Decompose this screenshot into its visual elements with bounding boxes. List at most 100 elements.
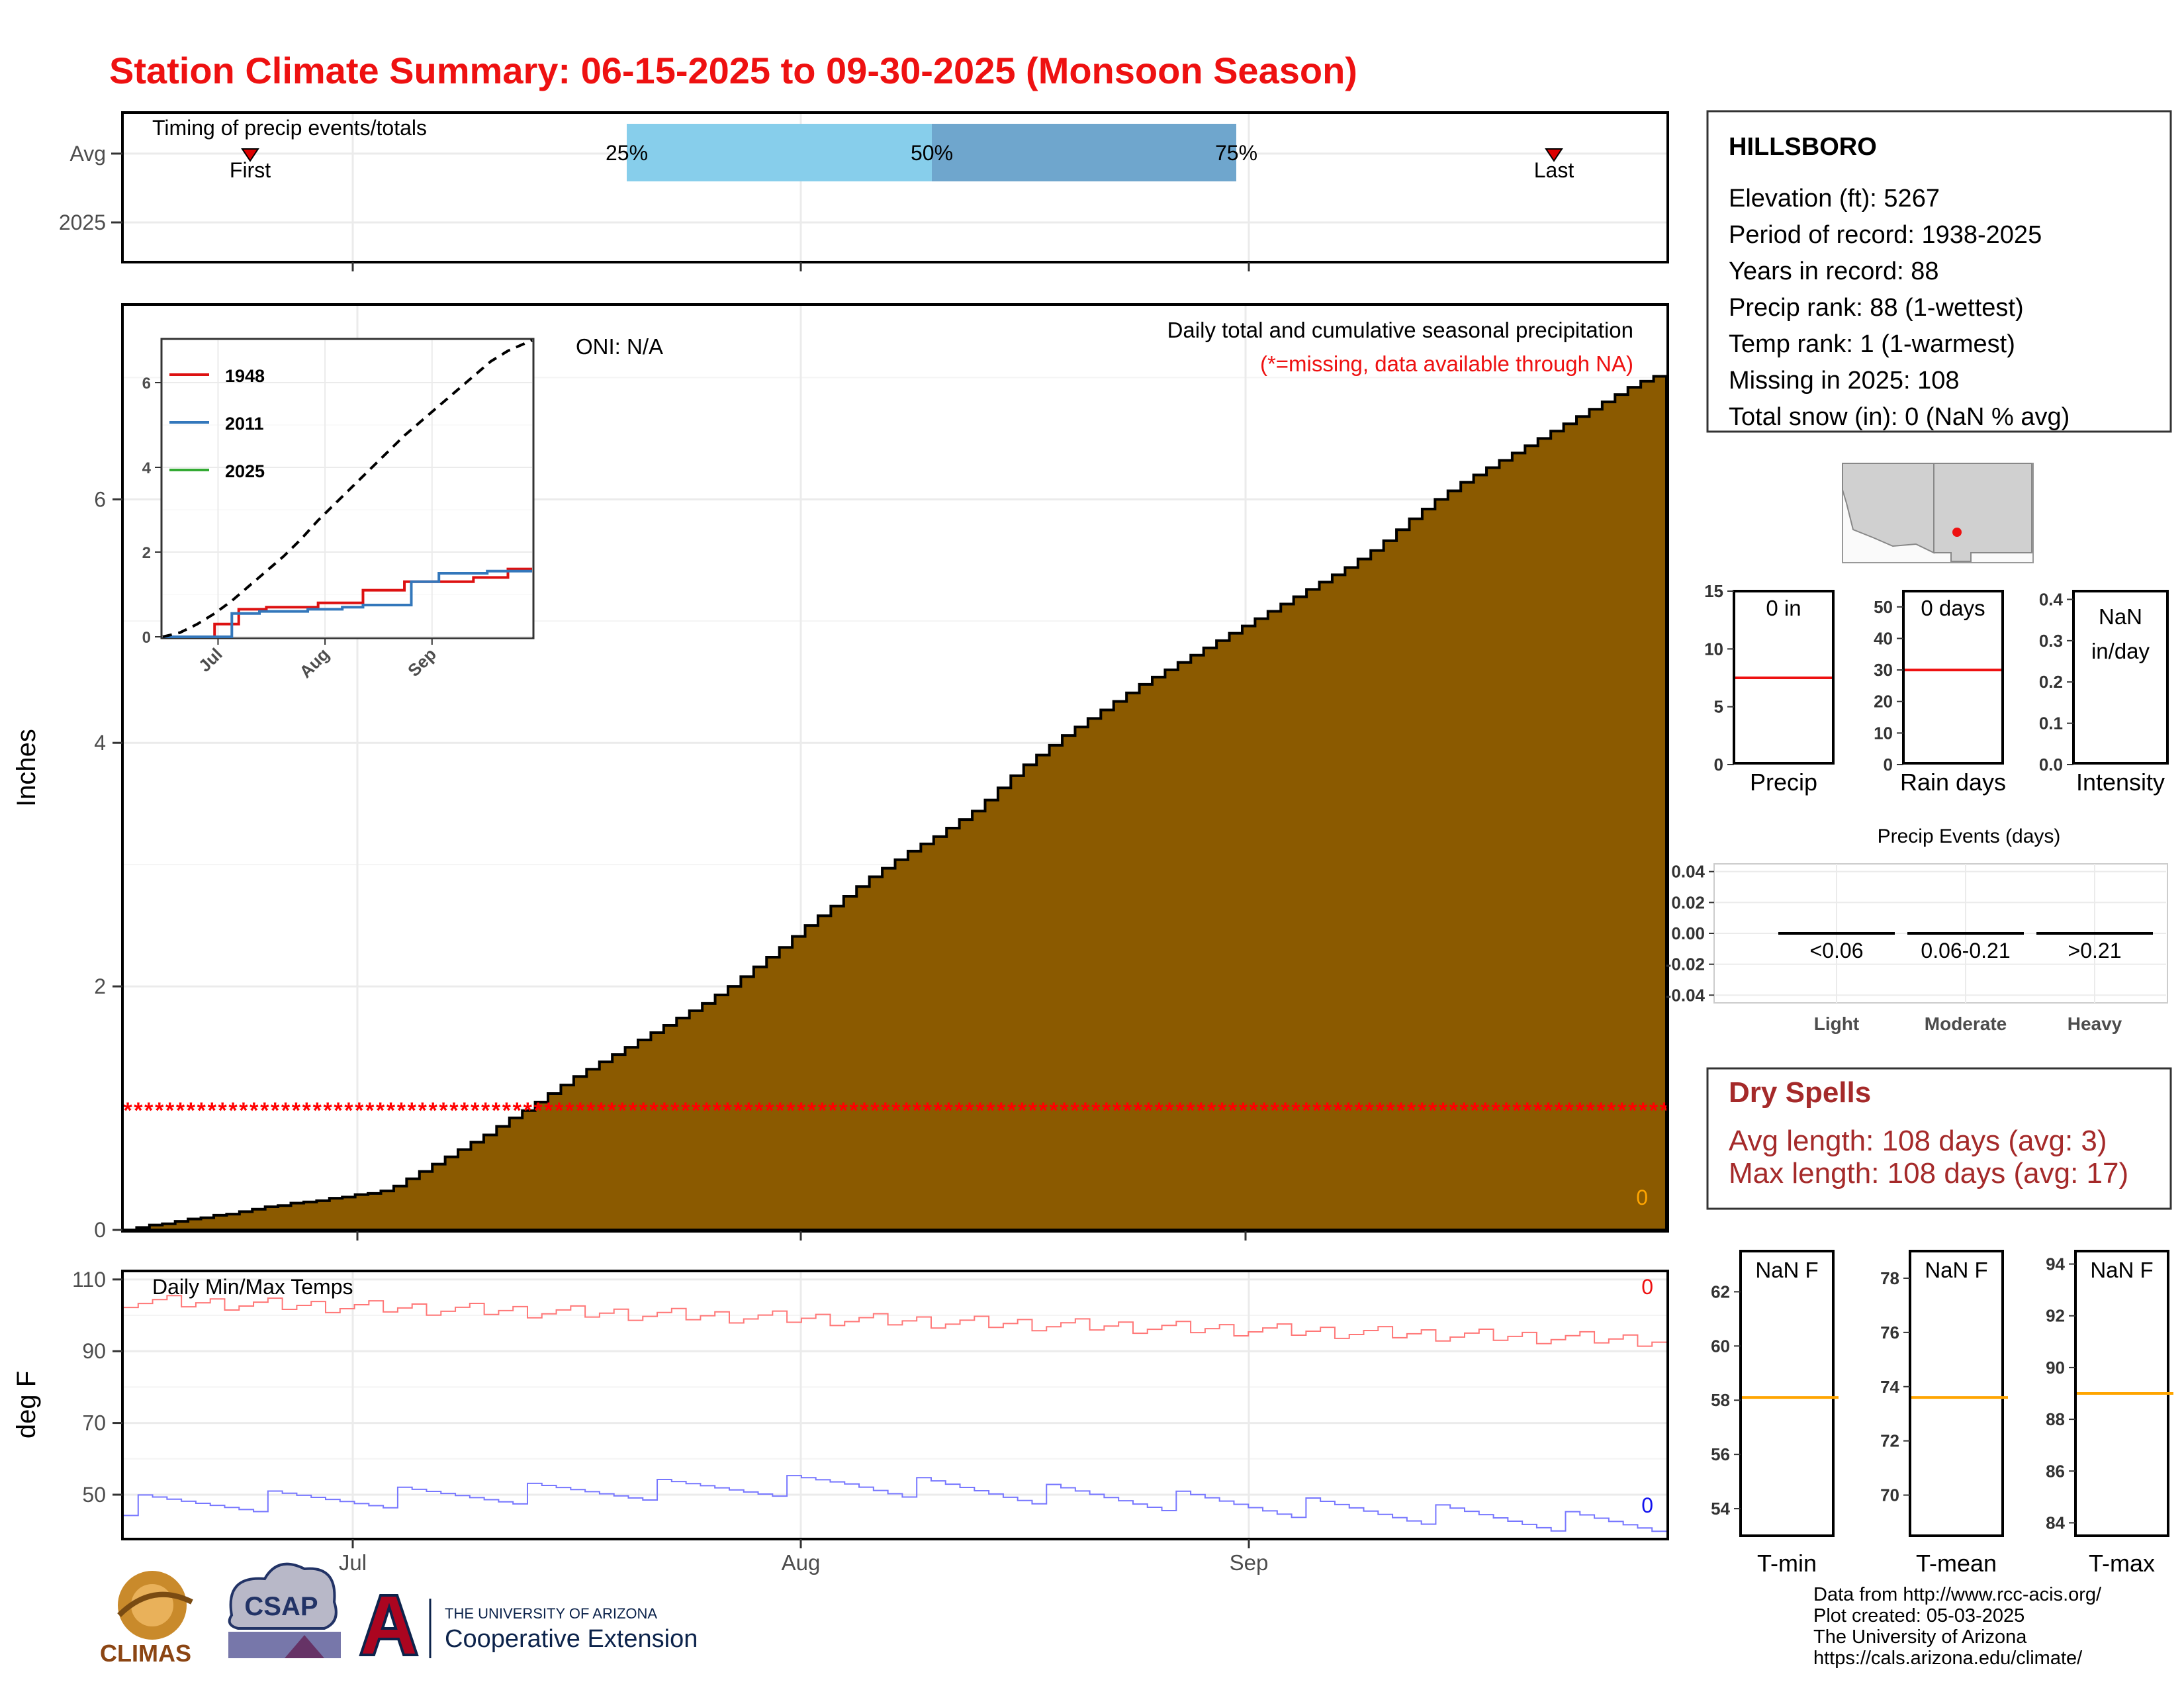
pct-50-label: 50% bbox=[911, 141, 953, 165]
station-line: Total snow (in): 0 (NaN % avg) bbox=[1729, 403, 2070, 431]
missing-star: * bbox=[1386, 1098, 1395, 1123]
missing-star: * bbox=[1270, 1098, 1279, 1123]
missing-star: * bbox=[1239, 1098, 1248, 1123]
missing-star: * bbox=[1576, 1098, 1585, 1123]
raindays-summary-box bbox=[1902, 590, 2004, 765]
missing-star: * bbox=[144, 1098, 154, 1123]
missing-star: * bbox=[597, 1098, 606, 1123]
missing-star: * bbox=[776, 1098, 785, 1123]
missing-star: * bbox=[334, 1098, 343, 1123]
summary-y-tick-label: 40 bbox=[1874, 628, 1893, 648]
missing-star: * bbox=[1617, 1098, 1627, 1123]
precip-events-panel: Precip Events (days) -0.04 -0.02 0.00 0.02 0… bbox=[1666, 825, 2168, 1034]
temp-y-tick-label: 70 bbox=[82, 1411, 106, 1435]
missing-star: * bbox=[1428, 1098, 1437, 1123]
missing-star: * bbox=[1586, 1098, 1595, 1123]
temp-grid bbox=[124, 1272, 1666, 1538]
temp-y-axis: 50 70 90 110 bbox=[72, 1268, 122, 1507]
missing-star: * bbox=[533, 1098, 543, 1123]
missing-star: * bbox=[881, 1098, 890, 1123]
missing-star: * bbox=[1260, 1098, 1269, 1123]
csap-text: CSAP bbox=[244, 1592, 318, 1621]
precip-note: Daily total and cumulative seasonal prec… bbox=[1167, 318, 1633, 342]
dry-max: Max length: 108 days (avg: 17) bbox=[1729, 1157, 2128, 1190]
summary-y-tick-label: 0.1 bbox=[2039, 714, 2063, 733]
missing-star: * bbox=[639, 1098, 648, 1123]
summary-y-tick-label: 0.3 bbox=[2039, 631, 2063, 651]
precip-summary-box bbox=[1733, 590, 1835, 765]
inset-series-1948 bbox=[163, 567, 532, 638]
missing-star: * bbox=[428, 1098, 437, 1123]
missing-star: * bbox=[754, 1098, 764, 1123]
missing-star: * bbox=[1175, 1098, 1185, 1123]
summary-axes: 0 5 10 15 0 10 20 30 40 50 0.0 0.1 0.2 0.3 0.4 54 56 58 60… bbox=[1704, 581, 2173, 1532]
tmin-line bbox=[124, 1475, 1666, 1532]
station-line: Missing in 2025: 108 bbox=[1729, 367, 1960, 395]
missing-note: (*=missing, data available through NA) bbox=[1260, 352, 1633, 376]
missing-star: * bbox=[1039, 1098, 1048, 1123]
station-line: Period of record: 1938-2025 bbox=[1729, 221, 2042, 249]
summary-y-tick-label: 30 bbox=[1874, 660, 1893, 680]
missing-star: * bbox=[555, 1098, 564, 1123]
missing-star: * bbox=[681, 1098, 690, 1123]
inset-y-tick-label: 4 bbox=[142, 459, 152, 477]
missing-star: * bbox=[954, 1098, 964, 1123]
missing-star: * bbox=[797, 1098, 806, 1123]
station-name: HILLSBORO bbox=[1729, 133, 1877, 161]
missing-star: * bbox=[1250, 1098, 1259, 1123]
summary-y-tick-label: 88 bbox=[2046, 1409, 2065, 1429]
missing-star: * bbox=[176, 1098, 185, 1123]
inset-x-tick-label: Sep bbox=[404, 644, 440, 680]
summary-y-tick-label: 0 bbox=[1884, 755, 1893, 774]
missing-star: * bbox=[1365, 1098, 1375, 1123]
temp-label: Daily Min/Max Temps bbox=[152, 1275, 353, 1299]
missing-star: * bbox=[618, 1098, 627, 1123]
missing-star: * bbox=[187, 1098, 196, 1123]
climas-logo: CLIMAS bbox=[100, 1571, 193, 1667]
cumulative-precip-area bbox=[124, 375, 1668, 1231]
station-location-marker bbox=[1952, 528, 1962, 537]
missing-star: * bbox=[1555, 1098, 1564, 1123]
summary-y-tick-label: 0.0 bbox=[2039, 755, 2063, 774]
temp-x-axis: Jul Aug Sep bbox=[339, 1539, 1268, 1575]
intensity-summary-text: NaN in/day bbox=[2091, 604, 2150, 663]
summary-y-tick-label: 0.2 bbox=[2039, 672, 2063, 692]
x-tick-label: Sep bbox=[1230, 1550, 1269, 1575]
missing-star: * bbox=[786, 1098, 796, 1123]
missing-star: * bbox=[1102, 1098, 1111, 1123]
missing-star: * bbox=[271, 1098, 280, 1123]
missing-star: * bbox=[460, 1098, 469, 1123]
missing-star: * bbox=[1471, 1098, 1480, 1123]
missing-star: * bbox=[1533, 1098, 1543, 1123]
missing-star: * bbox=[702, 1098, 711, 1123]
missing-star: * bbox=[1523, 1098, 1532, 1123]
missing-star: * bbox=[608, 1098, 617, 1123]
missing-star: * bbox=[576, 1098, 585, 1123]
missing-star: * bbox=[123, 1098, 132, 1123]
new-mexico-shape bbox=[1933, 463, 2032, 562]
missing-star: * bbox=[870, 1098, 880, 1123]
first-label: First bbox=[230, 158, 271, 182]
summary-y-tick-label: 20 bbox=[1874, 692, 1893, 712]
missing-star: * bbox=[723, 1098, 733, 1123]
timing-quartile-1 bbox=[627, 124, 932, 181]
missing-star: * bbox=[1355, 1098, 1364, 1123]
event-range-heavy: >0.21 bbox=[2068, 939, 2122, 962]
summary-y-tick-label: 84 bbox=[2046, 1513, 2065, 1532]
missing-star: * bbox=[355, 1098, 364, 1123]
missing-star: * bbox=[629, 1098, 638, 1123]
missing-star: * bbox=[1639, 1098, 1648, 1123]
precip-panel: * * * * * * * * * * * * * * * * * * * * * * * * * * * * * * * * * * * * * * * *… bbox=[12, 303, 1669, 1242]
first-marker-icon bbox=[241, 148, 259, 162]
y-tick-label: 4 bbox=[94, 731, 106, 755]
summary-y-tick-label: 5 bbox=[1714, 697, 1723, 717]
missing-star: * bbox=[250, 1098, 259, 1123]
summary-y-tick-label: 60 bbox=[1711, 1336, 1730, 1356]
temp-y-tick-label: 110 bbox=[72, 1268, 106, 1291]
raindays-summary-text: 0 days bbox=[1921, 596, 1985, 620]
summary-y-tick-label: 94 bbox=[2046, 1254, 2065, 1274]
missing-markers: * * * * * * * * * * * * * * * * * * * * * * * * * * * * * * * * * * * * * * * *… bbox=[123, 1098, 1668, 1123]
missing-star: * bbox=[923, 1098, 933, 1123]
missing-star: * bbox=[1418, 1098, 1427, 1123]
timing-row-2025: 2025 bbox=[59, 211, 106, 234]
